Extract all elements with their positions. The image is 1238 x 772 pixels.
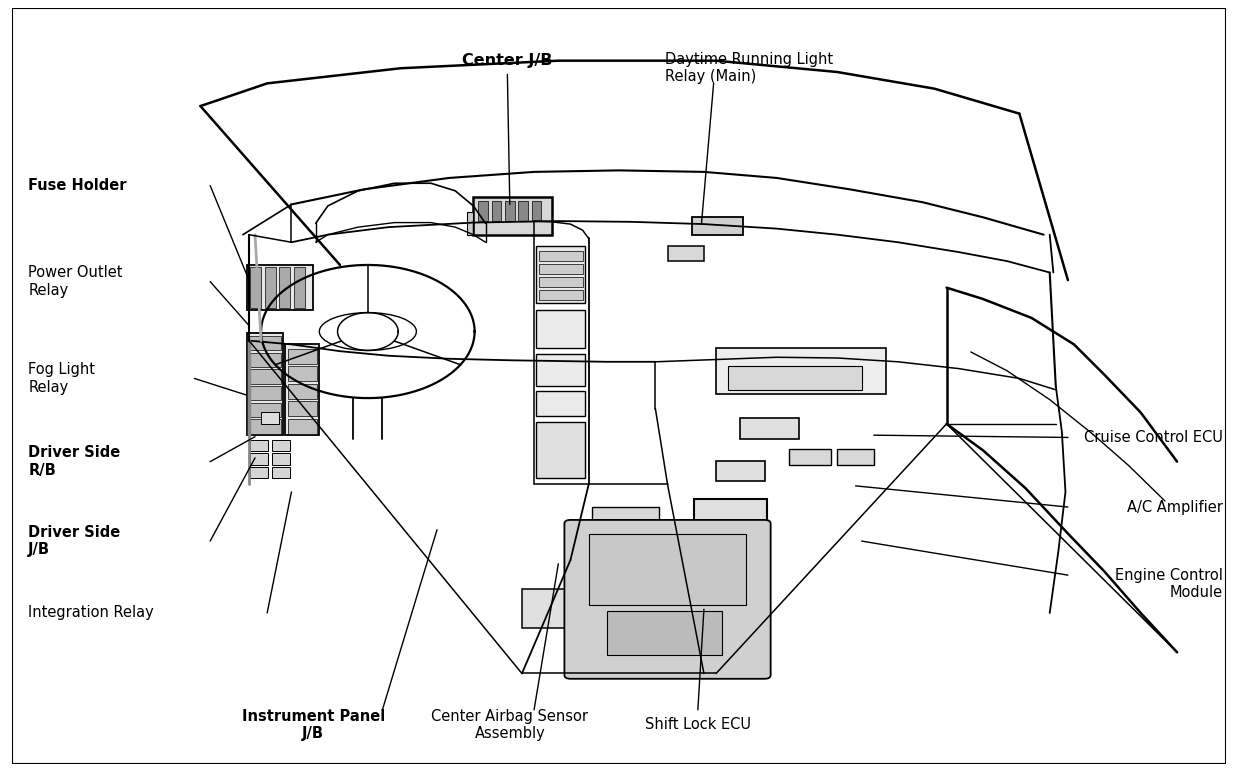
Text: Fog Light
Relay: Fog Light Relay [28,362,95,394]
Bar [592,547,659,583]
Bar [536,246,586,303]
Bar [667,246,704,261]
Bar [467,212,473,235]
Bar [287,349,317,364]
Bar [287,418,317,434]
Text: Instrument Panel
J/B: Instrument Panel J/B [241,709,385,741]
Bar [695,499,768,545]
Bar [539,252,583,261]
Bar [272,440,290,451]
Bar [272,453,290,465]
FancyBboxPatch shape [565,520,770,679]
Bar [536,422,586,479]
Bar [250,267,261,308]
Text: Integration Relay: Integration Relay [28,605,154,621]
Bar [539,290,583,300]
Bar [539,277,583,287]
Bar [272,467,290,479]
Bar [261,411,280,424]
Bar [740,418,799,439]
Bar [519,201,527,221]
Bar [539,264,583,274]
Bar [249,336,281,350]
Bar [789,449,832,466]
Text: Driver Side
R/B: Driver Side R/B [28,445,120,478]
Text: Shift Lock ECU: Shift Lock ECU [645,717,751,733]
Bar [293,267,305,308]
Bar [285,344,319,435]
Bar [728,366,862,390]
Bar [246,333,284,435]
Text: Fuse Holder: Fuse Holder [28,178,126,193]
Bar [837,449,874,466]
Text: A/C Amplifier: A/C Amplifier [1128,499,1223,515]
Bar [250,453,269,465]
Bar [250,467,269,479]
Bar [588,533,747,605]
Text: Driver Side
J/B: Driver Side J/B [28,525,120,557]
Bar [716,461,765,480]
Bar [536,310,586,348]
Bar [505,201,515,221]
Bar [491,201,501,221]
Bar [692,216,743,235]
Bar [607,611,722,655]
Bar [473,197,552,235]
Bar [536,354,586,386]
Bar [249,369,281,384]
Text: Daytime Running Light
Relay (Main): Daytime Running Light Relay (Main) [665,52,833,84]
Bar [592,507,659,537]
Bar [249,353,281,367]
Bar [478,201,488,221]
Bar [531,201,541,221]
Bar [265,267,276,308]
Bar [287,367,317,381]
Text: Center Airbag Sensor
Assembly: Center Airbag Sensor Assembly [431,709,588,741]
Bar [287,384,317,399]
Bar [287,401,317,416]
Bar [250,440,269,451]
Text: Power Outlet
Relay: Power Outlet Relay [28,266,123,298]
Bar [249,419,281,434]
Bar [249,403,281,417]
Text: Cruise Control ECU: Cruise Control ECU [1084,430,1223,445]
Bar [536,391,586,416]
Text: Engine Control
Module: Engine Control Module [1115,568,1223,601]
Bar [249,386,281,401]
Text: Center J/B: Center J/B [462,53,552,68]
Bar [716,348,886,394]
Bar [280,267,290,308]
Bar [522,589,704,628]
Bar [246,265,313,310]
